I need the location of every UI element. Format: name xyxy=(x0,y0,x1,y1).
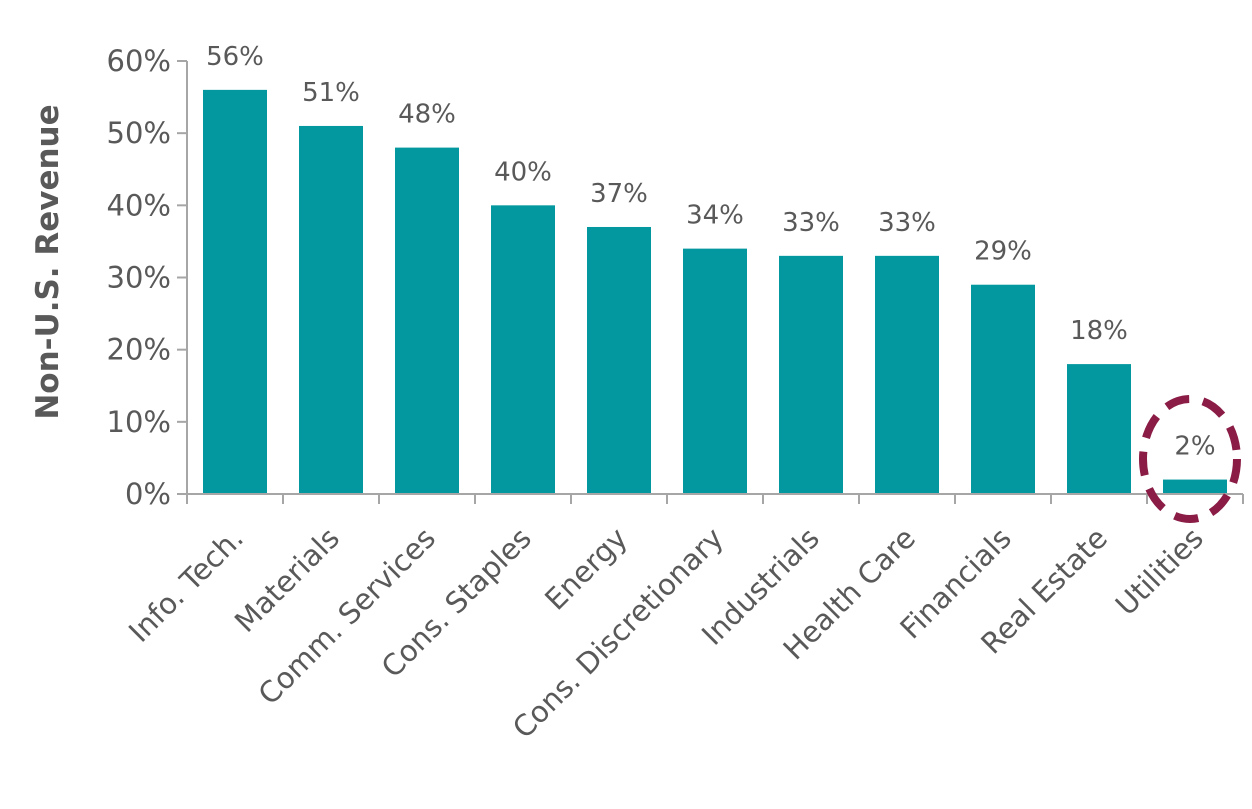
data-label: 48% xyxy=(398,100,456,130)
y-axis-title: Non-U.S. Revenue xyxy=(30,104,66,419)
y-tick-label: 20% xyxy=(107,333,171,367)
data-label: 2% xyxy=(1174,432,1215,462)
category-label: Comm. Services xyxy=(252,521,442,711)
highlight xyxy=(1139,395,1241,523)
category-label: Utilities xyxy=(1109,521,1210,622)
bar xyxy=(683,248,747,494)
bar xyxy=(587,226,651,494)
y-tick-label: 30% xyxy=(107,261,171,295)
y-tick-label: 50% xyxy=(107,116,171,150)
category-label: Energy xyxy=(538,521,634,617)
bar xyxy=(203,89,267,494)
bar xyxy=(1163,479,1227,494)
data-labels: 56% 51% 48% 40% 37% 34% 33% 33% 29% 18% 2% xyxy=(206,42,1216,462)
data-label: 33% xyxy=(782,208,840,238)
y-tick-label: 0% xyxy=(125,477,171,511)
bars xyxy=(203,89,1227,495)
data-label: 37% xyxy=(590,179,648,209)
bar xyxy=(491,205,555,495)
bar xyxy=(299,125,363,494)
bar xyxy=(875,255,939,494)
y-tick-label: 10% xyxy=(107,405,171,439)
bar xyxy=(971,284,1035,494)
bar xyxy=(1067,364,1131,494)
data-label: 56% xyxy=(206,42,264,72)
data-label: 34% xyxy=(686,201,744,231)
bar xyxy=(395,147,459,494)
y-axis: 0% 10% 20% 30% 40% 50% 60% xyxy=(107,44,188,511)
highlight-ellipse xyxy=(1139,395,1241,523)
bar xyxy=(779,255,843,494)
y-tick-label: 40% xyxy=(107,188,171,222)
data-label: 51% xyxy=(302,78,360,108)
data-label: 18% xyxy=(1070,316,1128,346)
data-label: 40% xyxy=(494,157,552,187)
data-label: 29% xyxy=(974,237,1032,267)
data-label: 33% xyxy=(878,208,936,238)
category-label: Info. Tech. xyxy=(122,521,250,649)
y-tick-label: 60% xyxy=(107,44,171,78)
